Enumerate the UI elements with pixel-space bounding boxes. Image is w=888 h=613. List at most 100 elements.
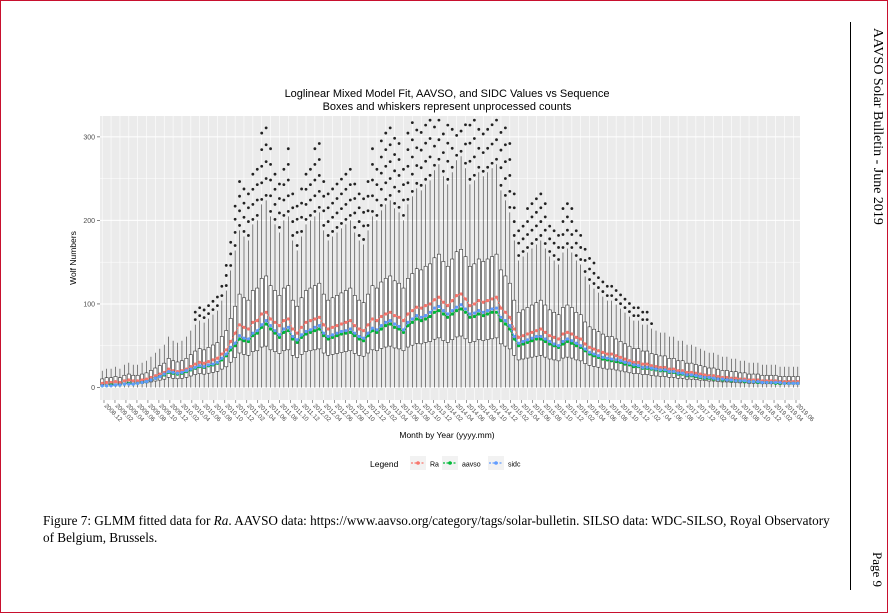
- outlier-point: [521, 250, 525, 253]
- outlier-point: [557, 258, 560, 261]
- series-point-sidc: [720, 377, 725, 381]
- series-point-Ra: [503, 310, 507, 314]
- series-point-Ra: [734, 376, 738, 380]
- series-point-aavso: [264, 322, 268, 326]
- outlier-point: [512, 192, 516, 196]
- series-point-aavso: [459, 307, 463, 311]
- series-point-Ra: [463, 297, 468, 301]
- series-point-Ra: [406, 312, 410, 316]
- outlier-point: [255, 183, 259, 187]
- outlier-point: [384, 181, 388, 185]
- outlier-point: [317, 174, 321, 177]
- outlier-point: [304, 172, 308, 176]
- outlier-point: [260, 197, 264, 201]
- series-point-sidc: [618, 359, 623, 363]
- outlier-point: [561, 207, 565, 210]
- outlier-point: [273, 202, 277, 206]
- series-point-sidc: [286, 325, 290, 329]
- outlier-point: [406, 181, 410, 185]
- outlier-point: [362, 224, 366, 228]
- outlier-point: [309, 183, 312, 187]
- series-point-Ra: [441, 300, 445, 304]
- series-point-sidc: [548, 339, 552, 344]
- outlier-point: [326, 192, 330, 196]
- series-layer: [100, 292, 800, 388]
- legend-entry-sidc: sidc: [508, 462, 521, 469]
- outlier-point: [428, 137, 432, 140]
- series-point-sidc: [729, 378, 733, 382]
- outlier-point: [446, 123, 450, 127]
- series-point-Ra: [326, 327, 330, 331]
- outlier-point: [477, 165, 481, 169]
- series-point-Ra: [136, 379, 140, 383]
- series-point-sidc: [273, 329, 277, 333]
- series-point-sidc: [450, 309, 454, 313]
- series-point-sidc: [774, 380, 778, 385]
- series-point-aavso: [415, 317, 419, 321]
- series-point-sidc: [353, 331, 357, 335]
- outlier-point: [229, 240, 233, 244]
- outlier-point: [393, 185, 397, 189]
- outlier-point: [397, 190, 401, 193]
- series-point-aavso: [348, 330, 352, 334]
- series-point-Ra: [424, 304, 428, 308]
- series-point-sidc: [525, 338, 530, 342]
- outlier-point: [597, 276, 600, 280]
- series-point-Ra: [193, 362, 197, 366]
- series-point-Ra: [322, 323, 326, 327]
- series-point-sidc: [494, 306, 499, 310]
- outlier-point: [534, 238, 538, 241]
- series-point-Ra: [587, 345, 592, 349]
- series-point-Ra: [140, 378, 144, 382]
- outlier-point: [472, 155, 476, 159]
- outlier-point: [570, 233, 574, 236]
- outlier-point: [526, 207, 529, 210]
- series-point-sidc: [109, 384, 113, 388]
- outlier-point: [251, 187, 255, 191]
- series-point-sidc: [136, 381, 140, 385]
- outlier-point: [610, 294, 614, 297]
- outlier-point: [260, 148, 264, 152]
- outlier-point: [282, 214, 286, 217]
- outlier-point: [291, 220, 295, 223]
- outlier-point: [557, 233, 560, 237]
- series-point-sidc: [512, 334, 516, 339]
- series-point-sidc: [632, 363, 636, 367]
- outlier-point: [388, 143, 392, 147]
- outlier-point: [574, 241, 578, 245]
- series-point-Ra: [525, 332, 530, 336]
- outlier-point: [260, 131, 264, 135]
- series-point-Ra: [348, 319, 352, 323]
- outlier-point: [450, 165, 454, 169]
- series-point-Ra: [304, 320, 308, 324]
- outlier-point: [375, 214, 379, 217]
- series-point-sidc: [756, 380, 760, 384]
- series-point-Ra: [455, 293, 459, 298]
- series-point-Ra: [508, 315, 512, 319]
- outlier-point: [583, 247, 587, 251]
- outlier-point: [419, 166, 423, 170]
- outlier-point: [313, 147, 317, 151]
- outlier-point: [406, 148, 410, 152]
- outlier-point: [499, 183, 503, 187]
- outlier-point: [503, 177, 507, 180]
- series-point-aavso: [375, 330, 379, 334]
- outlier-point: [579, 246, 583, 249]
- outlier-point: [433, 144, 436, 148]
- legend-key-point-aavso: [448, 461, 452, 465]
- series-point-Ra: [437, 295, 441, 299]
- outlier-point: [490, 142, 494, 146]
- outlier-point: [415, 181, 419, 185]
- outlier-point: [601, 290, 605, 293]
- series-point-Ra: [614, 354, 618, 358]
- series-point-aavso: [525, 340, 530, 344]
- outlier-point: [326, 234, 330, 237]
- series-point-aavso: [268, 327, 273, 331]
- outlier-point: [233, 244, 237, 247]
- outlier-point: [619, 293, 622, 297]
- series-point-Ra: [118, 380, 122, 385]
- series-point-aavso: [437, 309, 441, 313]
- series-point-sidc: [738, 379, 742, 383]
- series-point-sidc: [707, 375, 711, 380]
- series-point-Ra: [623, 357, 627, 361]
